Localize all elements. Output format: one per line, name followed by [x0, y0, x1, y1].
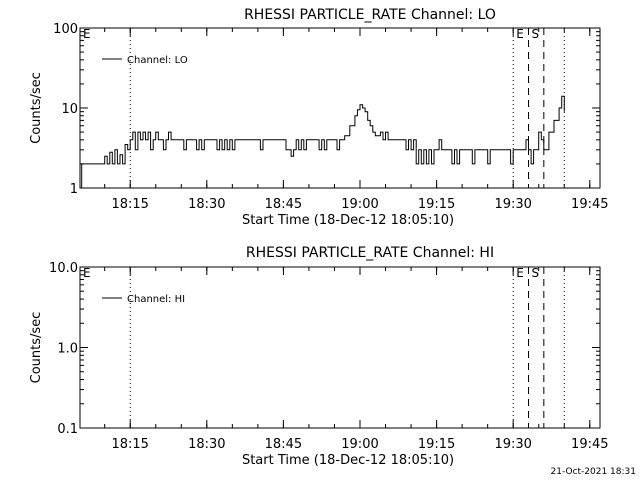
marker-label: E	[516, 27, 524, 41]
marker-label: E	[83, 266, 91, 280]
y-axis-label: Counts/sec	[29, 312, 44, 384]
chart-title: RHESSI PARTICLE_RATE Channel: LO	[244, 7, 496, 23]
x-tick-label: 18:15	[111, 197, 148, 212]
y-tick-label: 1	[70, 182, 78, 197]
x-tick-label: 19:45	[571, 197, 608, 212]
y-tick-label: 10.0	[49, 261, 78, 276]
marker-label: E	[516, 266, 524, 280]
x-tick-label: 19:15	[418, 197, 455, 212]
x-tick-label: 19:15	[418, 437, 455, 452]
x-tick-label: 19:30	[494, 437, 531, 452]
chart-panel-1: RHESSI PARTICLE_RATE Channel: LO 1 10 100 Co…	[29, 7, 609, 228]
y-tick-label: 0.1	[57, 422, 78, 437]
x-tick-label: 19:00	[341, 197, 378, 212]
y-tick-label: 10	[61, 102, 78, 117]
y-axis-label: Counts/sec	[29, 72, 44, 144]
x-tick-label: 18:45	[265, 437, 302, 452]
chart-title: RHESSI PARTICLE_RATE Channel: HI	[246, 245, 494, 261]
legend-label: Channel: LO	[127, 55, 188, 66]
marker-label: E	[83, 27, 91, 41]
x-tick-label: 19:30	[494, 197, 531, 212]
x-axis-label: Start Time (18-Dec-12 18:05:10)	[242, 213, 454, 228]
plot-frame	[79, 27, 601, 189]
series-line	[80, 95, 565, 189]
marker-label: S	[532, 27, 540, 41]
y-tick-label: 100	[53, 22, 78, 37]
x-axis-label: Start Time (18-Dec-12 18:05:10)	[242, 453, 454, 468]
x-tick-label: 19:00	[341, 437, 378, 452]
x-tick-label: 18:15	[111, 437, 148, 452]
x-tick-label: 18:30	[188, 197, 225, 212]
plot-frame	[79, 266, 601, 429]
y-tick-label: 1.0	[57, 342, 78, 357]
chart-panel-2: RHESSI PARTICLE_RATE Channel: HI 0.1 1.0 10…	[29, 245, 609, 468]
x-tick-label: 18:30	[188, 437, 225, 452]
legend-label: Channel: HI	[127, 294, 185, 305]
x-tick-label: 19:45	[571, 437, 608, 452]
marker-label: S	[532, 266, 540, 280]
x-tick-label: 18:45	[265, 197, 302, 212]
